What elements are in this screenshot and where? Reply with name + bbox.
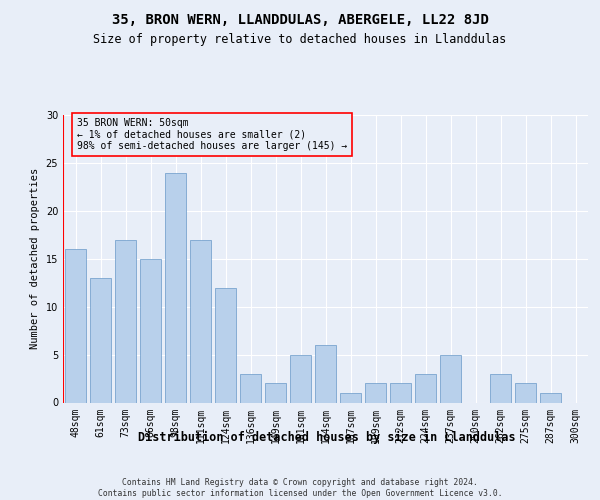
Bar	[340, 393, 361, 402]
Bar	[215, 288, 236, 403]
Text: Size of property relative to detached houses in Llanddulas: Size of property relative to detached ho…	[94, 32, 506, 46]
Bar	[290, 354, 311, 403]
Bar	[390, 384, 411, 402]
Y-axis label: Number of detached properties: Number of detached properties	[30, 168, 40, 350]
Bar	[140, 259, 161, 402]
Bar	[365, 384, 386, 402]
Text: 35 BRON WERN: 50sqm
← 1% of detached houses are smaller (2)
98% of semi-detached: 35 BRON WERN: 50sqm ← 1% of detached hou…	[77, 118, 347, 151]
Text: 35, BRON WERN, LLANDDULAS, ABERGELE, LL22 8JD: 35, BRON WERN, LLANDDULAS, ABERGELE, LL2…	[112, 12, 488, 26]
Text: Distribution of detached houses by size in Llanddulas: Distribution of detached houses by size …	[138, 431, 516, 444]
Bar	[240, 374, 261, 402]
Bar	[65, 249, 86, 402]
Bar	[440, 354, 461, 403]
Text: Contains HM Land Registry data © Crown copyright and database right 2024.
Contai: Contains HM Land Registry data © Crown c…	[98, 478, 502, 498]
Bar	[490, 374, 511, 402]
Bar	[415, 374, 436, 402]
Bar	[190, 240, 211, 402]
Bar	[90, 278, 111, 402]
Bar	[265, 384, 286, 402]
Bar	[515, 384, 536, 402]
Bar	[540, 393, 561, 402]
Bar	[315, 345, 336, 403]
Bar	[115, 240, 136, 402]
Bar	[165, 172, 186, 402]
